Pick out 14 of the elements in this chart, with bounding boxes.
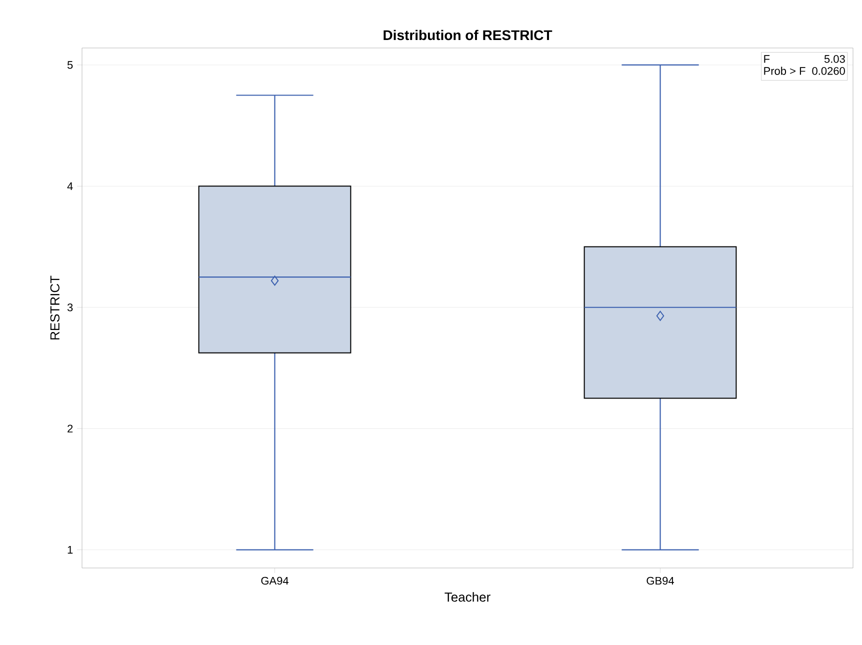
y-tick-label: 3 <box>67 304 73 312</box>
y-tick-label: 1 <box>68 546 73 554</box>
chart-title: Distribution of RESTRICT <box>384 30 552 40</box>
x-tick-label: GB94 <box>646 576 674 585</box>
y-axis-title: RESTRICT <box>50 276 60 340</box>
annotation: Prob > F <box>764 66 806 75</box>
x-axis-title: Teacher <box>444 592 490 602</box>
annotation: 5.03 <box>824 55 845 63</box>
y-tick-label: 4 <box>67 182 73 190</box>
annotation: 0.0260 <box>812 67 845 75</box>
y-tick-label: 2 <box>68 424 73 432</box>
x-tick-label: GA94 <box>261 576 288 585</box>
annotation: F <box>764 55 770 63</box>
y-tick-label: 5 <box>67 61 73 69</box>
